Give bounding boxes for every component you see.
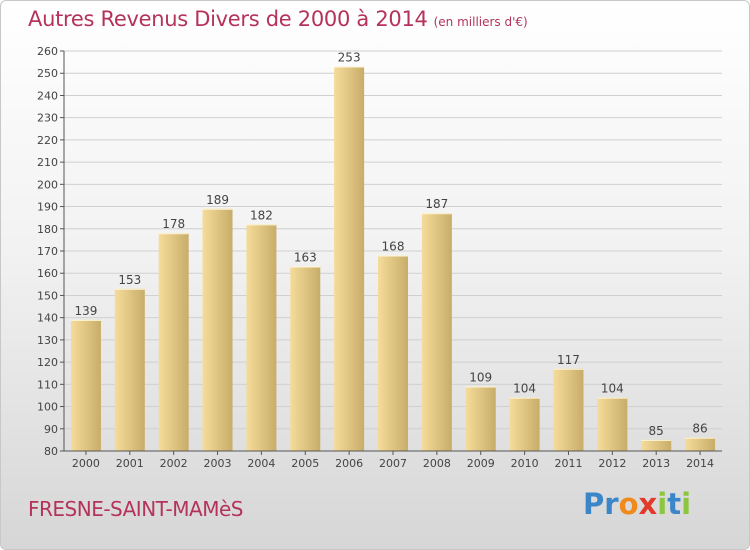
data-label: 163 (294, 251, 317, 265)
y-tick-label: 140 (37, 312, 58, 325)
y-tick-label: 100 (37, 401, 58, 414)
x-tick-label: 2003 (204, 457, 232, 470)
bar-2013 (641, 439, 672, 451)
y-tick-label: 220 (37, 134, 58, 147)
bar-2009 (465, 386, 496, 451)
data-label: 182 (250, 208, 273, 222)
x-tick-label: 2010 (511, 457, 539, 470)
bar-2000 (70, 319, 101, 451)
bar-2006 (334, 66, 365, 452)
chart-title: Autres Revenus Divers de 2000 à 2014 (28, 7, 428, 31)
bar-2008 (421, 213, 452, 451)
x-tick-label: 2001 (116, 457, 144, 470)
logo-letter: t (667, 487, 682, 521)
bars (70, 66, 716, 452)
data-label: 104 (513, 382, 536, 396)
data-label: 109 (469, 371, 492, 385)
y-tick-label: 150 (37, 289, 58, 302)
data-label: 86 (692, 422, 707, 436)
chart-unit: (en milliers d'€) (433, 15, 528, 29)
y-tick-label: 230 (37, 112, 58, 125)
y-tick-label: 110 (37, 378, 58, 391)
data-label: 153 (118, 273, 141, 287)
logo-letter: i (681, 487, 692, 521)
bar-2002 (158, 233, 189, 451)
bar-2010 (509, 397, 540, 451)
proxiti-logo: Proxiti (583, 487, 691, 521)
data-label: 168 (382, 239, 405, 253)
x-tick-label: 2006 (335, 457, 363, 470)
bar-2005 (290, 266, 321, 451)
logo-letter: P (583, 487, 605, 521)
bar-2011 (553, 368, 584, 451)
x-tick-label: 2009 (467, 457, 495, 470)
bar-2004 (246, 224, 277, 451)
y-tick-label: 210 (37, 156, 58, 169)
x-tick-label: 2011 (554, 457, 582, 470)
data-labels: 139 153 178 189 182 163 253 168 187 109 104 117 104 8… (74, 51, 707, 438)
y-tick-label: 190 (37, 201, 58, 214)
y-tick-label: 240 (37, 89, 58, 102)
bar-2014 (685, 437, 716, 451)
bar-2001 (114, 288, 145, 451)
data-label: 253 (338, 51, 361, 65)
y-tick-label: 130 (37, 334, 58, 347)
data-label: 178 (162, 217, 185, 231)
y-tick-label: 200 (37, 178, 58, 191)
x-tick-label: 2008 (423, 457, 451, 470)
x-tick-label: 2007 (379, 457, 407, 470)
data-label: 85 (649, 424, 664, 438)
y-tick-label: 120 (37, 356, 58, 369)
x-tick-label: 2013 (642, 457, 670, 470)
x-tick-label: 2012 (598, 457, 626, 470)
x-tick-label: 2000 (72, 457, 100, 470)
bar-2003 (202, 208, 233, 451)
x-tick-label: 2002 (160, 457, 188, 470)
y-tick-label: 250 (37, 67, 58, 80)
y-tick-label: 80 (44, 445, 58, 458)
y-tick-label: 170 (37, 245, 58, 258)
data-label: 139 (74, 304, 97, 318)
logo-letter: o (618, 487, 639, 521)
y-tick-label: 260 (37, 45, 58, 58)
logo-letter: x (638, 487, 658, 521)
bar-2007 (378, 255, 408, 451)
logo-letter: r (604, 487, 619, 521)
x-tick-label: 2004 (247, 457, 275, 470)
logo-letter: i (657, 487, 668, 521)
x-axis: 2000 2001 2002 2003 2004 2005 2006 2007 2008 2009… (72, 451, 714, 470)
x-tick-label: 2005 (291, 457, 319, 470)
data-label: 189 (206, 193, 229, 207)
data-label: 104 (601, 382, 624, 396)
y-tick-label: 90 (44, 423, 58, 436)
x-tick-label: 2014 (686, 457, 714, 470)
commune-name: FRESNE-SAINT-MAMèS (28, 497, 243, 521)
y-tick-label: 160 (37, 267, 58, 280)
bar-2012 (597, 397, 628, 451)
data-label: 187 (425, 197, 448, 211)
data-label: 117 (557, 353, 580, 367)
y-tick-label: 180 (37, 223, 58, 236)
chart-title-row: Autres Revenus Divers de 2000 à 2014 (en … (28, 7, 528, 31)
